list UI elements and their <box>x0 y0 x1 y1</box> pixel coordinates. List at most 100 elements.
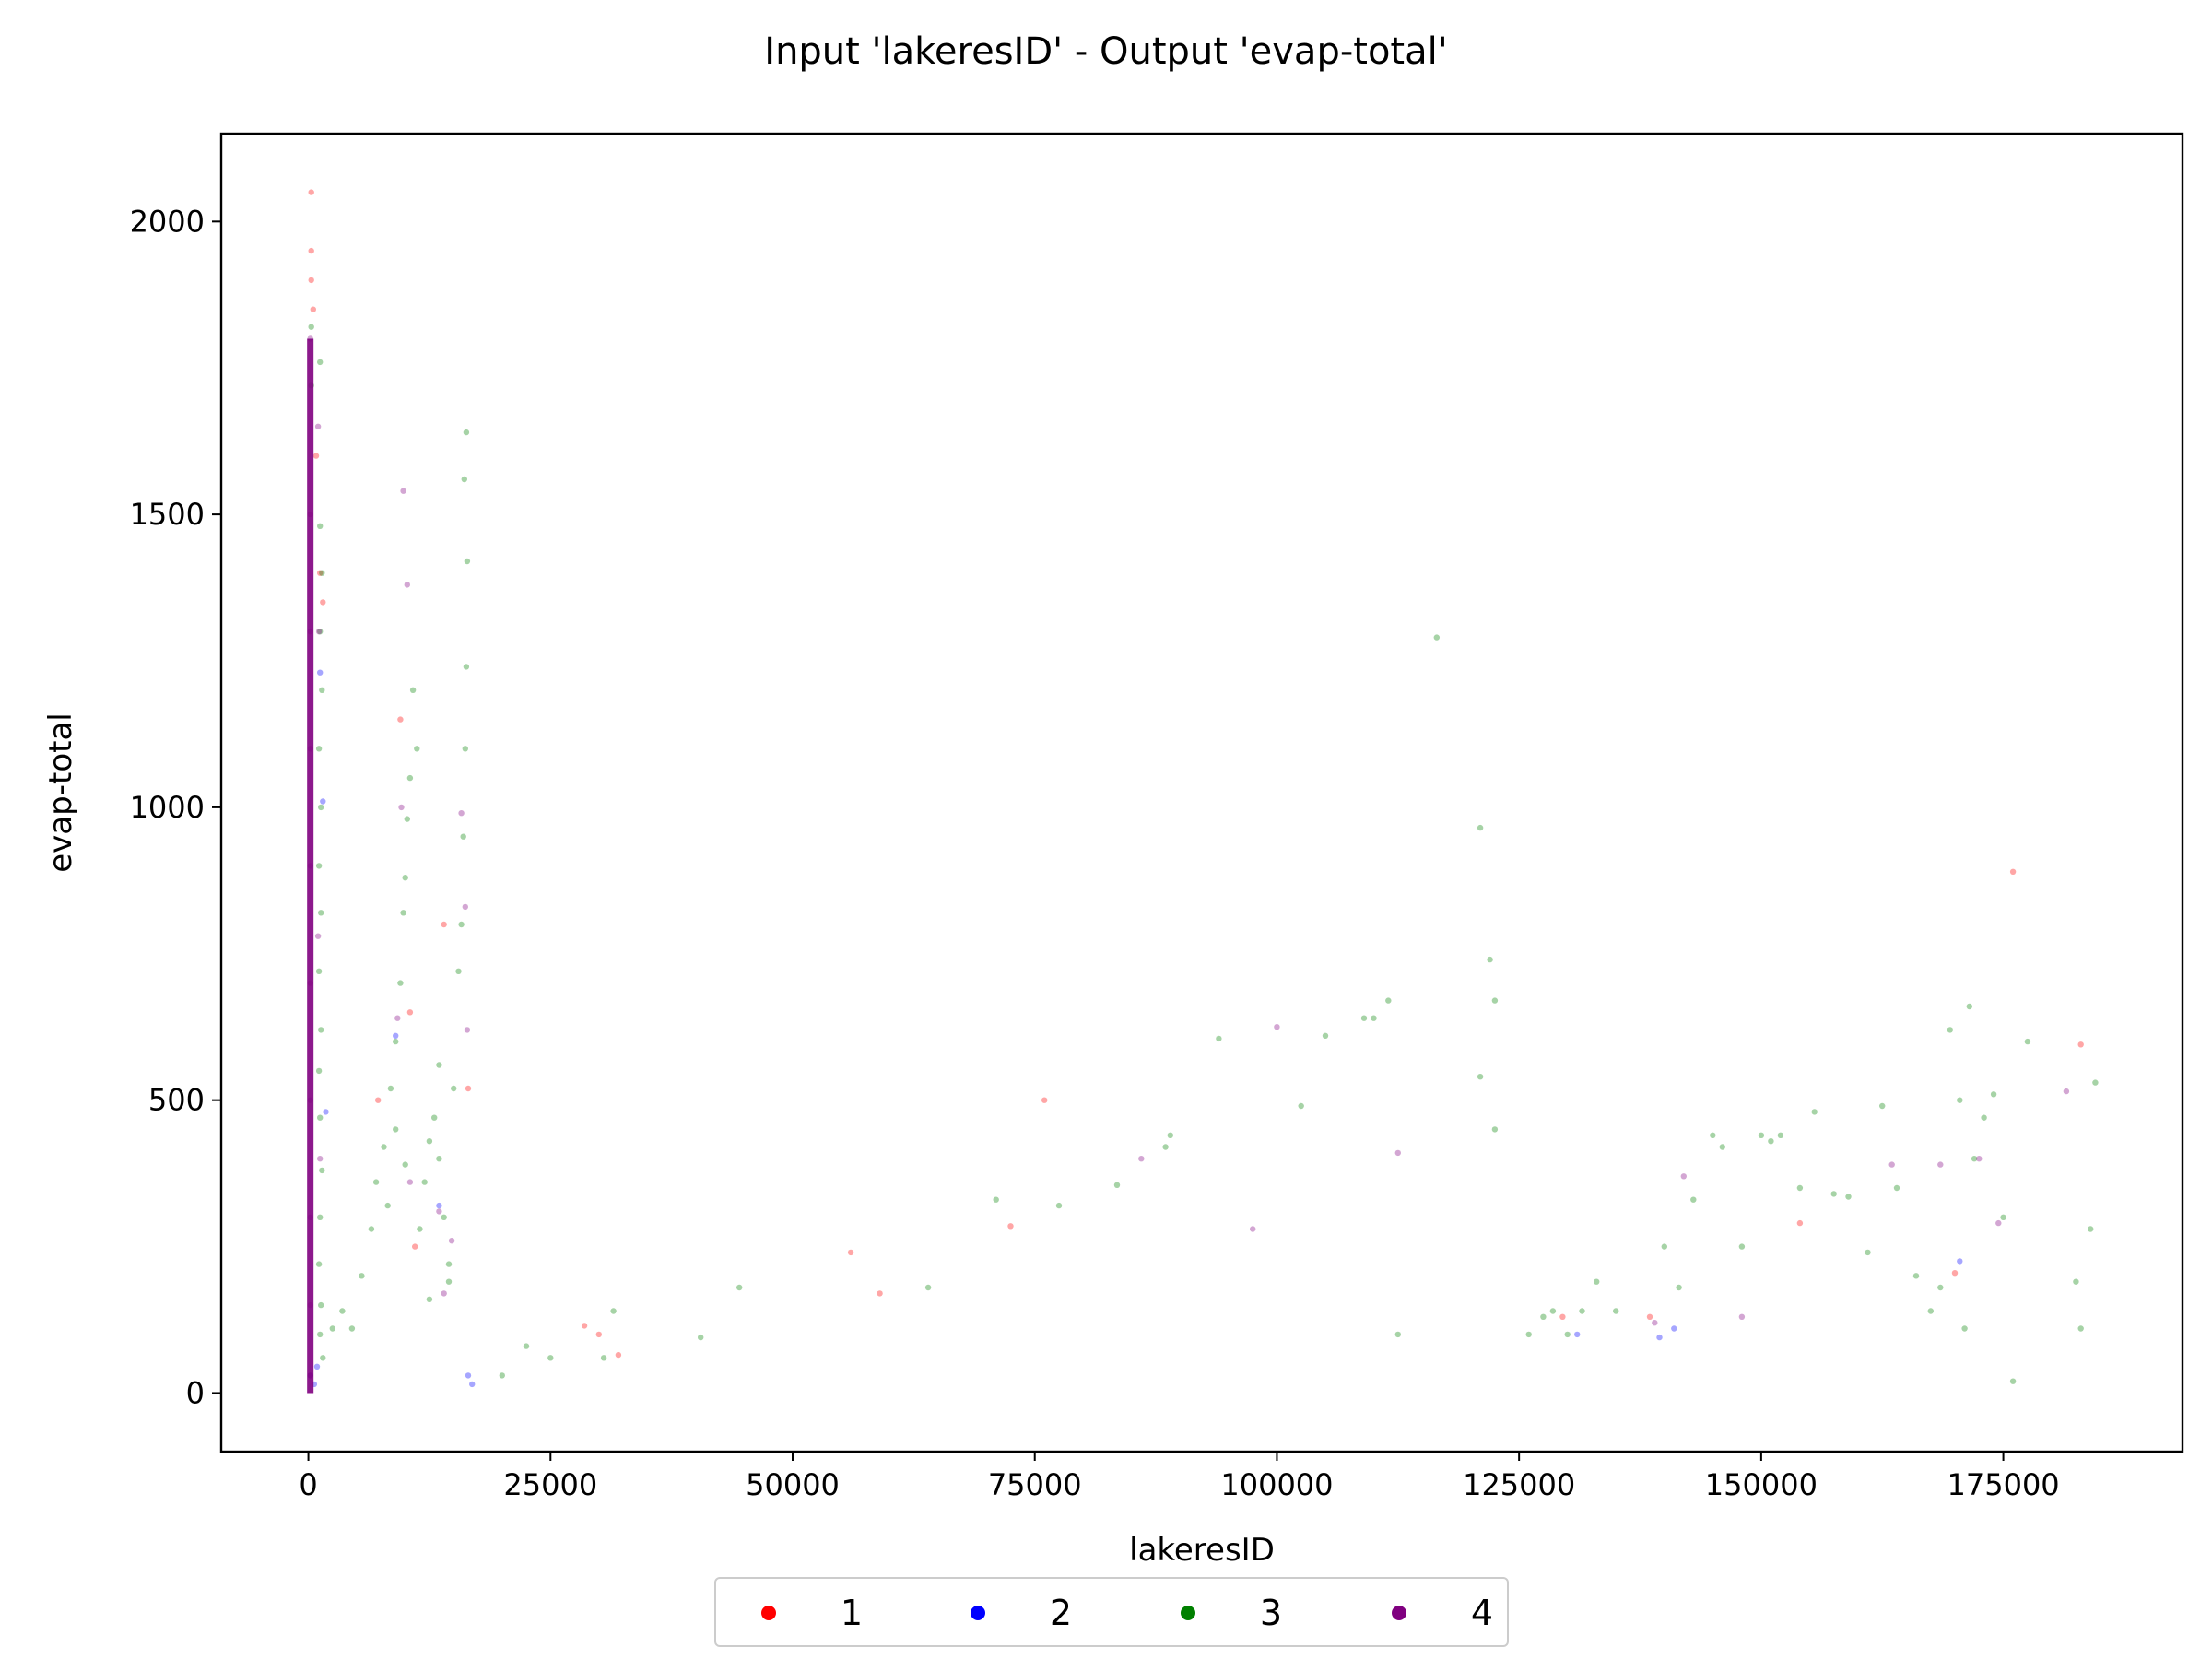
data-point <box>414 746 420 752</box>
legend-marker-3 <box>1181 1606 1195 1620</box>
x-tick-label: 150000 <box>1705 1467 1818 1502</box>
x-tick-label: 100000 <box>1220 1467 1333 1502</box>
data-point <box>318 804 324 811</box>
data-point <box>2073 1278 2079 1285</box>
data-point <box>2077 1041 2084 1048</box>
data-point <box>400 910 406 916</box>
data-point <box>323 1109 329 1115</box>
data-point <box>698 1334 704 1341</box>
data-point <box>460 833 466 840</box>
data-point <box>2009 868 2017 875</box>
data-point <box>318 910 324 916</box>
data-point <box>1888 1161 1895 1168</box>
data-point <box>368 1226 375 1232</box>
data-point <box>1710 1132 1716 1139</box>
data-point <box>1777 1132 1784 1139</box>
data-point <box>329 1325 335 1332</box>
x-tick-label: 50000 <box>746 1467 840 1502</box>
data-point <box>1216 1035 1222 1042</box>
x-axis-title: lakeresID <box>1129 1532 1275 1569</box>
y-tick-label: 500 <box>148 1083 205 1118</box>
data-point <box>465 1372 472 1379</box>
data-point <box>320 599 326 606</box>
data-point <box>320 798 326 805</box>
data-point <box>1613 1308 1619 1314</box>
legend-label-2: 2 <box>1050 1593 1072 1633</box>
data-point <box>1995 1219 2002 1227</box>
legend-marker-1 <box>761 1606 776 1620</box>
x-tick-label: 175000 <box>1947 1467 2060 1502</box>
data-point <box>1947 1027 1953 1033</box>
data-point <box>436 1156 442 1162</box>
data-point <box>314 933 322 939</box>
data-point <box>1113 1182 1121 1189</box>
data-point <box>1525 1331 1532 1338</box>
data-point <box>315 968 323 975</box>
data-point <box>1574 1331 1581 1338</box>
data-point <box>1385 997 1392 1004</box>
data-point <box>397 716 404 723</box>
data-point <box>406 1009 414 1016</box>
data-point <box>463 429 470 436</box>
data-point <box>393 1038 399 1045</box>
data-point <box>458 810 465 817</box>
data-point <box>1477 824 1484 831</box>
legend-label-4: 4 <box>1471 1593 1493 1633</box>
data-point <box>1796 1219 1804 1227</box>
data-point <box>1041 1097 1048 1103</box>
data-point <box>417 1226 423 1232</box>
data-point <box>1394 1331 1402 1338</box>
data-point <box>398 804 405 811</box>
data-point <box>547 1355 554 1361</box>
data-point <box>319 1167 325 1174</box>
data-point <box>431 1114 438 1121</box>
data-point <box>462 746 468 752</box>
data-point <box>463 664 470 670</box>
data-point <box>372 1179 380 1185</box>
data-point <box>1579 1308 1585 1314</box>
data-point <box>1768 1138 1774 1145</box>
data-point <box>1322 1032 1329 1040</box>
data-point <box>308 247 314 254</box>
data-point <box>1758 1132 1765 1139</box>
data-point <box>1879 1102 1886 1110</box>
data-point <box>464 1027 471 1033</box>
data-point <box>1371 1015 1377 1021</box>
data-point <box>1007 1223 1014 1230</box>
data-point <box>1394 1149 1402 1157</box>
data-point <box>317 1156 324 1162</box>
legend-marker-2 <box>971 1606 985 1620</box>
data-point <box>2077 1325 2084 1332</box>
data-point <box>1796 1184 1804 1192</box>
data-point <box>318 1027 324 1033</box>
data-point <box>426 1296 433 1303</box>
data-point <box>1738 1243 1746 1250</box>
data-point <box>499 1372 505 1379</box>
data-point <box>451 1085 457 1092</box>
data-point <box>319 687 325 693</box>
data-point <box>436 1208 442 1215</box>
x-tick-label: 0 <box>299 1467 317 1502</box>
data-point <box>1491 997 1499 1004</box>
series-1 <box>308 189 2084 1359</box>
data-point <box>375 1097 382 1103</box>
data-point <box>465 1085 472 1092</box>
data-point <box>1961 1325 1968 1332</box>
data-point <box>445 1278 453 1285</box>
data-point <box>315 863 323 869</box>
data-point <box>312 453 320 459</box>
data-point <box>1957 1097 1963 1103</box>
data-point <box>461 476 467 483</box>
x-tick-label: 125000 <box>1463 1467 1575 1502</box>
data-point <box>317 570 324 576</box>
data-point <box>469 1381 476 1388</box>
data-point <box>318 1301 324 1309</box>
legend-label-1: 1 <box>841 1593 863 1633</box>
data-point <box>314 423 322 429</box>
data-point <box>1690 1196 1697 1203</box>
data-point <box>1559 1313 1566 1321</box>
data-point <box>315 1067 323 1075</box>
data-point <box>1491 1126 1499 1133</box>
data-point <box>317 359 324 366</box>
